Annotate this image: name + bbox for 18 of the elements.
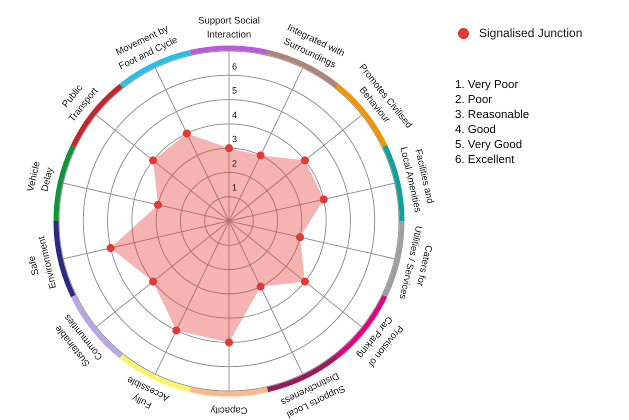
y-tick-label: 4 (232, 110, 238, 120)
y-tick-label: 1 (232, 182, 238, 193)
text: 5. Very Good (455, 138, 524, 153)
text: 1. Very Poor (455, 78, 520, 93)
y-tick-label: 6 (232, 61, 238, 72)
spoke-label: Vehicle Delay (25, 160, 56, 193)
text: 3. Reasonable (455, 108, 530, 123)
spoke-label: Capacity (210, 404, 248, 416)
legend-label: Signalised Junction (479, 26, 582, 40)
spoke-label: Caters for Utilities / Services (396, 224, 434, 300)
spoke-label: Support Social Interaction (198, 16, 260, 40)
text: 2. Poor (455, 93, 494, 108)
text: 6. Excellent (455, 153, 516, 168)
spoke-label: Facilities and Local Amenities (398, 146, 436, 214)
y-tick-label: 5 (232, 86, 238, 96)
text: 4. Good (455, 123, 497, 138)
y-tick-label: 3 (232, 134, 238, 144)
y-tick-label: 2 (232, 158, 238, 168)
